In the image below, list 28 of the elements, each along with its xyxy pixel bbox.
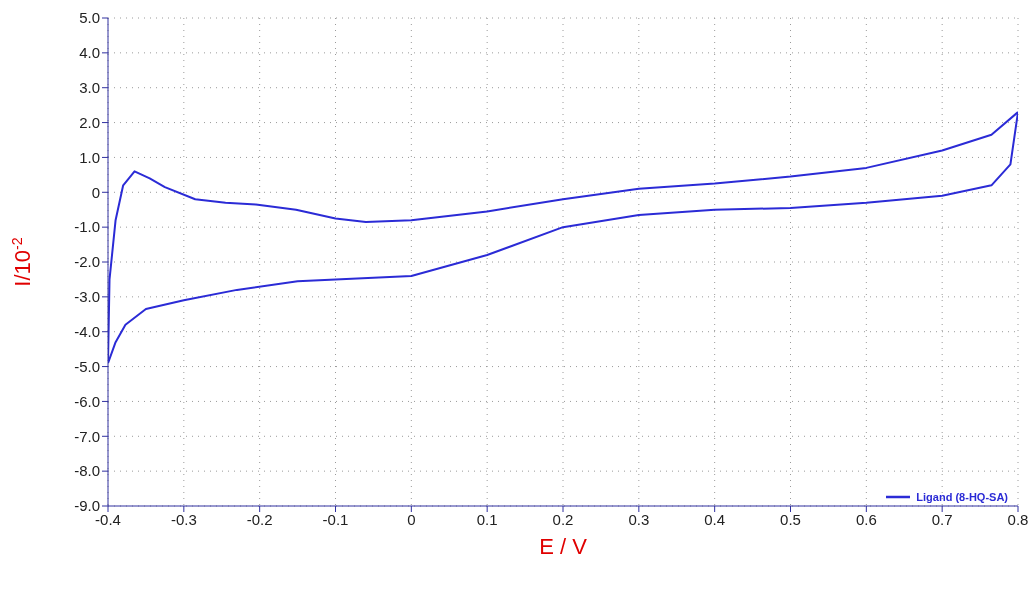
x-tick-label: -0.3	[170, 510, 197, 528]
x-tick-label: 0.1	[476, 510, 498, 528]
legend-label: Ligand (8-HQ-SA)	[916, 491, 1008, 503]
x-tick-label: -0.2	[246, 510, 273, 528]
y-tick-label: -6.0	[74, 392, 100, 410]
y-tick-label: 5.0	[79, 9, 100, 27]
y-tick-label: -5.0	[74, 357, 100, 375]
y-tick-label: -8.0	[74, 462, 100, 480]
x-tick-label: 0.8	[1007, 510, 1029, 528]
y-tick-label: 3.0	[79, 79, 100, 97]
x-tick-label: -0.1	[322, 510, 349, 528]
x-tick-label: 0.7	[931, 510, 953, 528]
x-axis-title: E / V	[539, 534, 588, 559]
y-tick-label: 2.0	[79, 113, 100, 131]
x-tick-label: 0	[407, 510, 416, 528]
y-tick-label: 0	[91, 183, 100, 201]
y-tick-label: -4.0	[74, 323, 100, 341]
y-tick-label: -3.0	[74, 288, 100, 306]
x-tick-label: 0.3	[628, 510, 650, 528]
y-tick-label: 1.0	[79, 148, 100, 166]
y-tick-label: -1.0	[74, 218, 100, 236]
x-tick-label: 0.5	[780, 510, 801, 528]
x-tick-label: 0.4	[704, 510, 726, 528]
y-tick-label: -2.0	[74, 253, 100, 271]
y-tick-label: 4.0	[79, 44, 100, 62]
x-tick-label: 0.2	[552, 510, 574, 528]
x-tick-label: 0.6	[855, 510, 877, 528]
y-tick-label: -7.0	[74, 427, 100, 445]
